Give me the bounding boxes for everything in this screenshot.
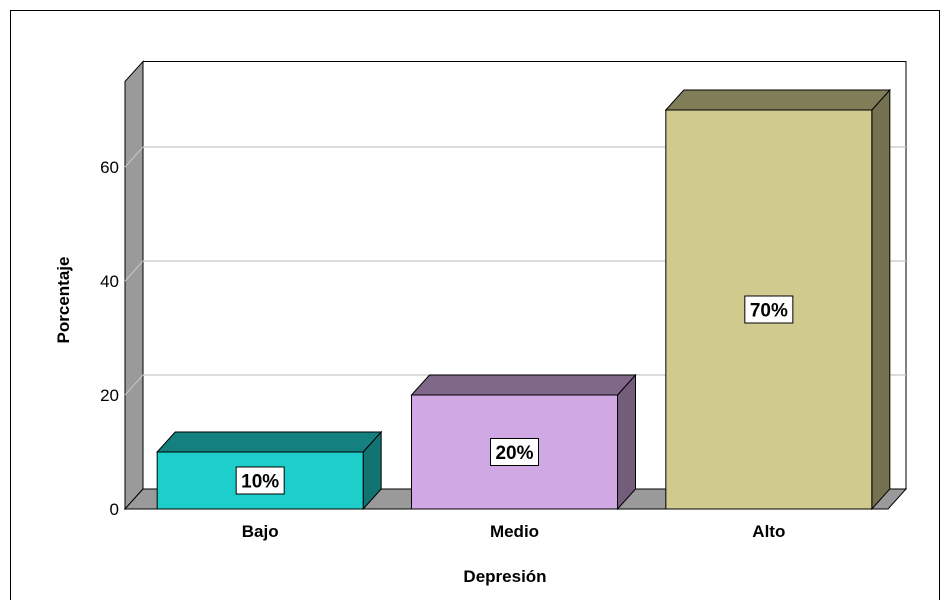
bar-top — [410, 374, 637, 396]
data-label: 10% — [235, 466, 285, 495]
data-label-text: 20% — [495, 443, 533, 464]
data-label-box — [744, 295, 794, 324]
data-label-box — [235, 466, 285, 495]
y-axis-ticks: 0 20 40 60 — [100, 158, 119, 519]
bar-side — [871, 88, 891, 511]
gridline-wall — [124, 260, 144, 282]
bar-side — [617, 373, 636, 511]
bar-top — [664, 89, 891, 111]
y-tick-label: 40 — [100, 272, 119, 291]
y-tick-label: 60 — [100, 158, 119, 177]
y-tick-label: 0 — [110, 500, 119, 519]
gridline-wall — [124, 374, 144, 396]
x-tick-label: Alto — [752, 522, 785, 541]
x-tick-label: Bajo — [242, 522, 279, 541]
data-labels: 10% 20% 70% — [235, 295, 794, 495]
left-wall — [124, 60, 144, 511]
x-axis-ticks: Bajo Medio Alto — [242, 522, 786, 541]
data-label: 70% — [744, 295, 794, 324]
y-axis-title: Porcentaje — [54, 257, 73, 344]
chart-frame — [10, 10, 940, 600]
data-label: 20% — [490, 438, 539, 466]
bar-top — [156, 431, 383, 453]
x-axis-title: Depresión — [463, 567, 546, 586]
x-tick-label: Medio — [490, 522, 539, 541]
data-label-text: 70% — [750, 301, 788, 322]
data-label-text: 10% — [241, 472, 279, 493]
gridline-wall — [124, 146, 144, 168]
y-tick-label: 20 — [100, 386, 119, 405]
data-label-box — [490, 438, 539, 466]
